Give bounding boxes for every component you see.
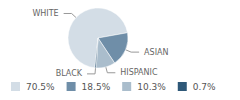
svg-text:0.7%: 0.7% (193, 82, 216, 92)
svg-text:70.5%: 70.5% (26, 82, 55, 92)
svg-text:BLACK: BLACK (56, 69, 83, 78)
svg-text:10.3%: 10.3% (137, 82, 166, 92)
svg-text:WHITE: WHITE (32, 9, 58, 18)
svg-text:ASIAN: ASIAN (144, 48, 168, 57)
svg-text:18.5%: 18.5% (82, 82, 111, 92)
svg-text:HISPANIC: HISPANIC (120, 68, 158, 77)
